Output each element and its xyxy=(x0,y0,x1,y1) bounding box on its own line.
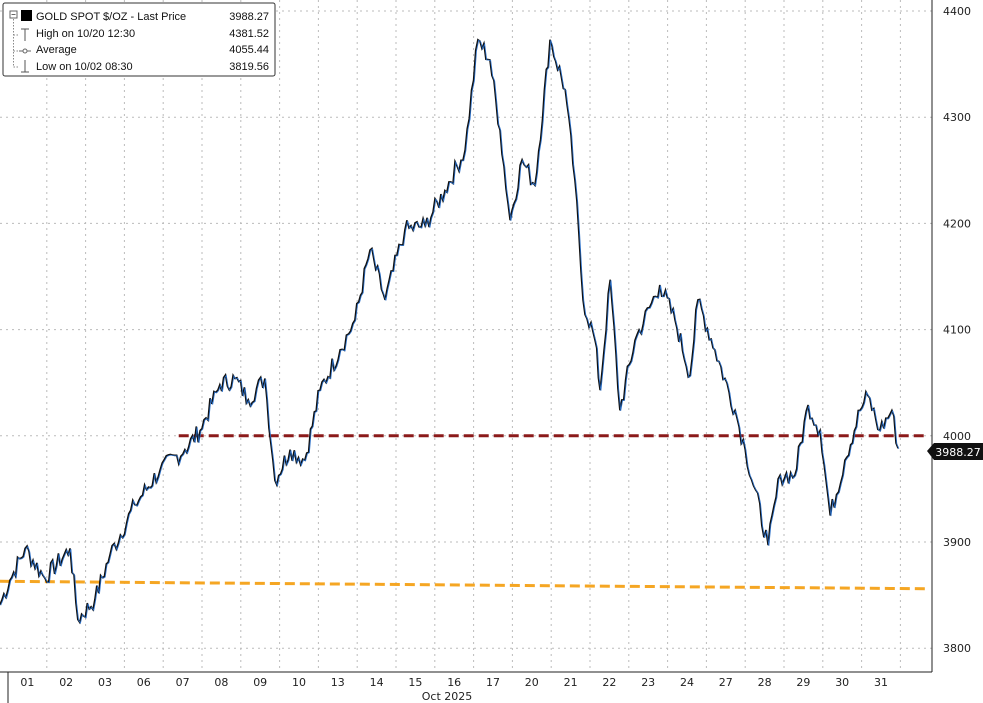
y-tick-label: 4000 xyxy=(943,430,971,443)
legend-title: GOLD SPOT $/OZ - Last Price xyxy=(36,11,186,23)
reference-lines xyxy=(0,434,925,591)
x-tick-labels: 01 02 03 06 07 08 09 10 13 14 15 16 17 20 21 22 23 24 27 28… xyxy=(20,676,888,689)
x-tick-label: 21 xyxy=(564,676,578,689)
x-tick-label: 07 xyxy=(176,676,190,689)
x-tick-label: 02 xyxy=(59,676,73,689)
price-line-highlight xyxy=(0,39,900,625)
x-tick-label: 08 xyxy=(214,676,228,689)
x-tick-label: 28 xyxy=(758,676,772,689)
x-tick-label: 14 xyxy=(370,676,384,689)
x-tick-label: 09 xyxy=(253,676,267,689)
x-tick-label: 31 xyxy=(874,676,888,689)
grid xyxy=(0,0,932,672)
y-tick-label: 3800 xyxy=(943,642,971,655)
price-line xyxy=(0,38,899,625)
x-tick-label: 29 xyxy=(796,676,810,689)
x-tick-label: 30 xyxy=(835,676,849,689)
y-tick-labels: 3800 3900 4000 4100 4200 4300 4400 xyxy=(943,5,971,655)
y-tick-label: 4400 xyxy=(943,5,971,18)
x-tick-label: 24 xyxy=(680,676,694,689)
high-marker-icon xyxy=(21,28,29,41)
x-tick-label: 20 xyxy=(525,676,539,689)
x-axis-label: Oct 2025 xyxy=(422,690,473,703)
y-tick-label: 4100 xyxy=(943,324,971,337)
y-tick-label: 4200 xyxy=(943,217,971,230)
y-tick-label: 3900 xyxy=(943,536,971,549)
legend-high-label: High on 10/20 12:30 xyxy=(36,28,135,40)
x-tick-label: 22 xyxy=(602,676,616,689)
x-tick-label: 03 xyxy=(98,676,112,689)
legend: GOLD SPOT $/OZ - Last Price 3988.27 High… xyxy=(2,2,276,77)
legend-last-value: 3988.27 xyxy=(229,11,269,23)
y-tick-label: 4300 xyxy=(943,111,971,124)
x-tick-label: 17 xyxy=(486,676,500,689)
x-tick-label: 06 xyxy=(137,676,151,689)
series-swatch-icon xyxy=(21,10,32,21)
last-price-label: 3988.27 xyxy=(935,446,981,459)
legend-average-label: Average xyxy=(36,44,77,56)
x-tick-label: 01 xyxy=(20,676,34,689)
trend-line xyxy=(0,579,925,591)
x-tick-label: 13 xyxy=(331,676,345,689)
legend-average-value: 4055.44 xyxy=(229,44,269,56)
x-tick-label: 27 xyxy=(719,676,733,689)
x-tick-label: 10 xyxy=(292,676,306,689)
legend-high-value: 4381.52 xyxy=(229,28,269,40)
x-tick-label: 23 xyxy=(641,676,655,689)
legend-low-value: 3819.56 xyxy=(229,61,269,73)
x-tick-label: 16 xyxy=(447,676,461,689)
x-tick-label: 15 xyxy=(408,676,422,689)
low-marker-icon xyxy=(21,60,29,73)
last-price-badge: 3988.27 xyxy=(927,443,983,460)
collapse-icon[interactable] xyxy=(9,10,18,19)
price-series xyxy=(0,38,900,625)
legend-low-label: Low on 10/02 08:30 xyxy=(36,61,133,73)
